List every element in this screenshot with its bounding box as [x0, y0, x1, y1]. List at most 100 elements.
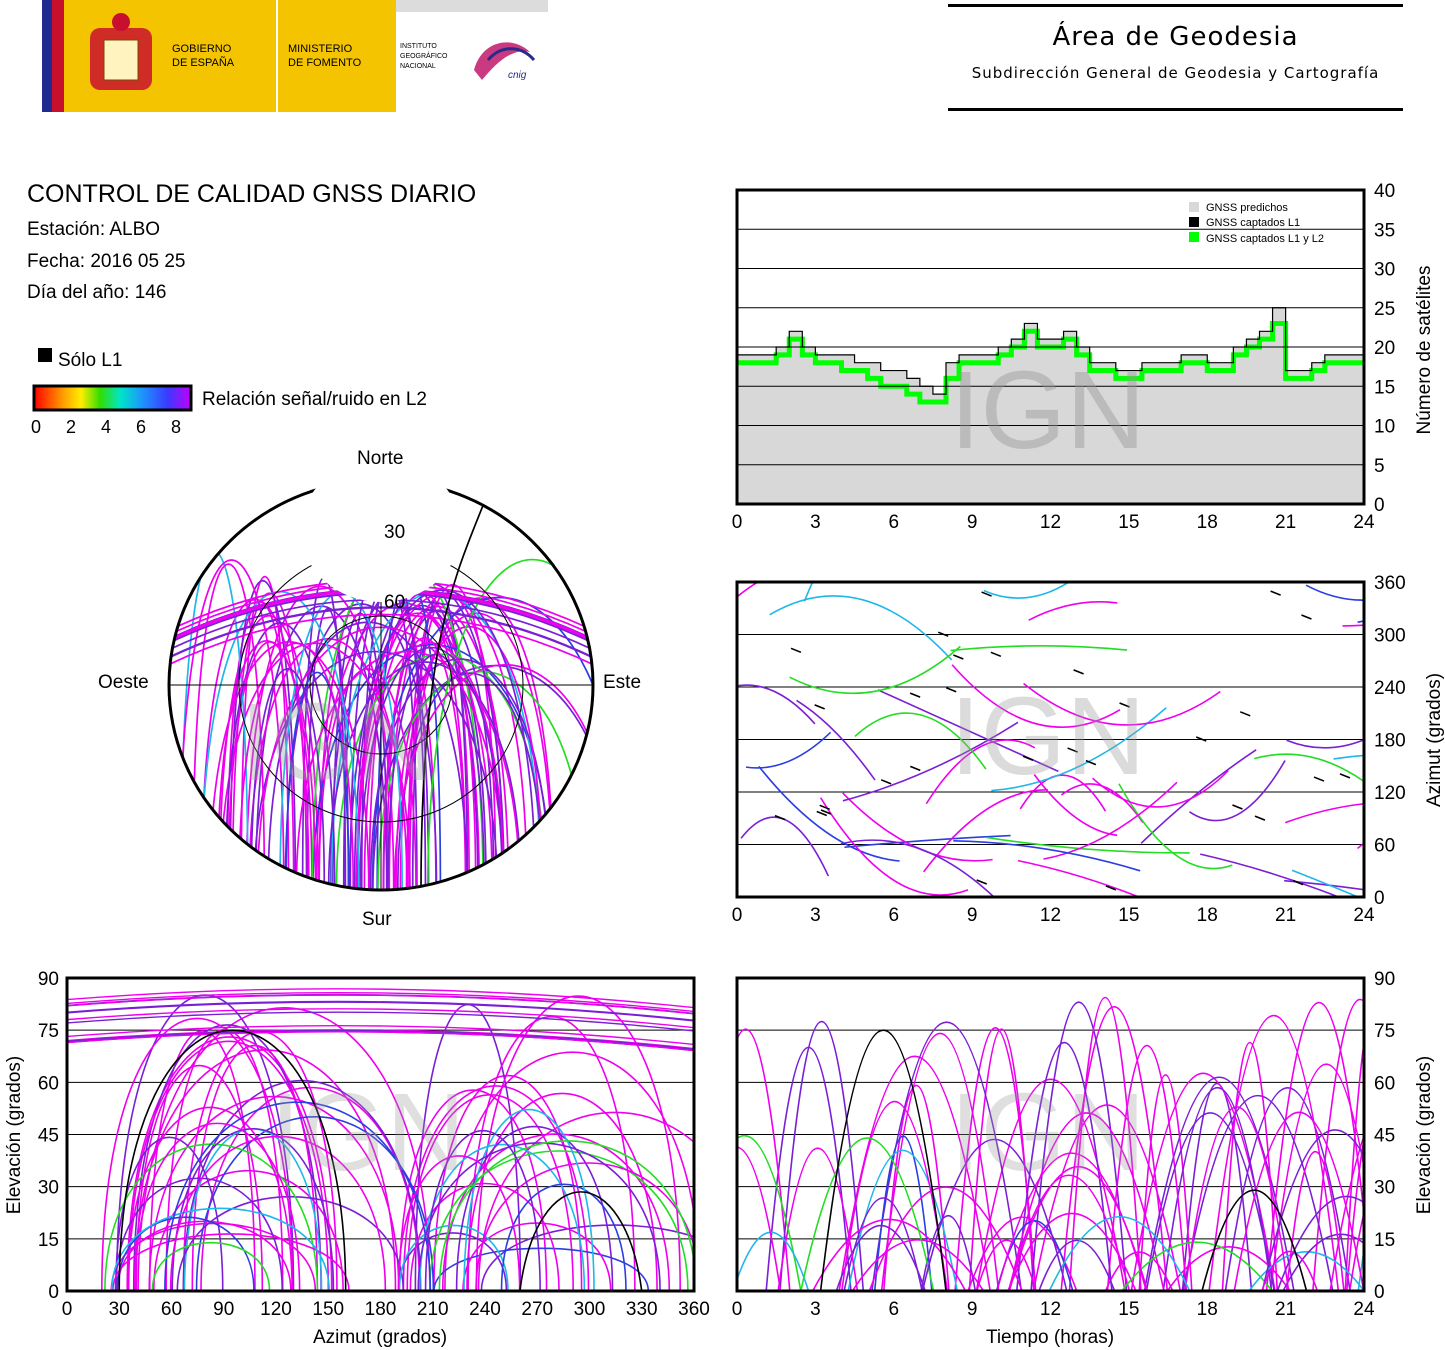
- elevation-time-track: [882, 1084, 950, 1291]
- azimuth-track: [983, 582, 1071, 599]
- skyplot-track: [348, 589, 537, 890]
- azimuth-track: [769, 595, 953, 661]
- report-title: CONTROL DE CALIDAD GNSS DIARIO: [27, 180, 477, 208]
- elevation-time-ticks: 0 15 30 45 60 75 90 0 3 6 9 12 15 18 21 24: [732, 969, 1395, 1320]
- legend-l1l2: GNSS captados L1 y L2: [1206, 233, 1324, 245]
- sat-count-ytick: 20: [1374, 338, 1395, 359]
- elevation-time-track: [1248, 1251, 1364, 1291]
- azimuth-track: [737, 684, 816, 725]
- sat-count-chart: IGN GNSS predichos GNSS captados L1 GNSS…: [732, 181, 1435, 533]
- elevation-azimuth-ytick: 60: [38, 1073, 59, 1094]
- elevation-azimuth-high-track: [67, 988, 694, 1009]
- elevation-time-xlabel: Tiempo (horas): [986, 1327, 1114, 1348]
- skyplot-track: [240, 575, 290, 890]
- skyplot-track: [371, 596, 593, 890]
- sat-count-xtick: 21: [1275, 512, 1296, 533]
- flag-red: [52, 0, 64, 112]
- azimuth-track: [842, 792, 993, 862]
- elevation-azimuth-track: [127, 1040, 330, 1291]
- elevation-azimuth-track: [417, 1142, 661, 1291]
- elevation-azimuth-l1-track: [519, 1191, 643, 1291]
- azimuth-l1-segment: [945, 686, 957, 693]
- elevation-time-track: [1068, 997, 1142, 1291]
- azimuth-track: [1357, 842, 1364, 850]
- azimuth-track: [1028, 601, 1118, 621]
- elevation-time-track: [880, 1032, 1000, 1291]
- sat-count-ytick: 5: [1374, 456, 1385, 477]
- elevation-azimuth-tracks: [67, 988, 694, 1291]
- sat-count-ytick: 40: [1374, 181, 1395, 202]
- elevation-time-track: [1038, 1239, 1116, 1291]
- legend-l1: GNSS captados L1: [1206, 217, 1300, 229]
- elevation-time-track: [871, 1021, 1023, 1291]
- elevation-azimuth-track: [409, 1182, 560, 1291]
- series-l1-line: [737, 307, 1364, 395]
- elevation-azimuth-track: [115, 994, 295, 1291]
- header-rule-top: [948, 4, 1403, 7]
- elevation-azimuth-track: [152, 1170, 344, 1291]
- elevation-azimuth-track: [135, 1065, 264, 1291]
- elevation-time-track: [1060, 1006, 1169, 1291]
- elevation-time-track: [1145, 1112, 1276, 1291]
- elevation-time-track: [1233, 1111, 1364, 1291]
- elevation-azimuth-track: [169, 1135, 387, 1291]
- elevation-azimuth-track: [424, 1129, 541, 1291]
- area-subtitle: Subdirección General de Geodesia y Carto…: [971, 64, 1380, 82]
- doy-label: Día del año: 146: [27, 282, 167, 303]
- elevation-azimuth-track: [418, 1143, 586, 1291]
- azimuth-l1-segment: [976, 879, 987, 885]
- azimuth-track: [840, 839, 996, 897]
- snr-label: Relación señal/ruido en L2: [202, 389, 427, 410]
- skyplot-ring-label-60: 60: [384, 592, 405, 613]
- elevation-time-track: [777, 1147, 859, 1291]
- azimuth-time-xtick: 24: [1353, 905, 1375, 926]
- sat-count-xtick: 18: [1197, 512, 1218, 533]
- sat-count-ytick: 35: [1374, 220, 1395, 241]
- legend-l1-swatch: [1189, 217, 1199, 227]
- elevation-time-track: [779, 1020, 865, 1291]
- azimuth-l1-segment: [816, 810, 828, 817]
- azimuth-l1-segment: [1254, 815, 1266, 821]
- azimuth-track: [844, 834, 1011, 849]
- elevation-azimuth-track: [438, 1140, 694, 1291]
- sat-count-xtick: 6: [888, 512, 899, 533]
- elevation-time-track: [1106, 1045, 1188, 1291]
- elevation-azimuth-frame: [65, 976, 696, 1293]
- azimuth-l1-segment: [981, 591, 992, 597]
- azimuth-track: [740, 816, 830, 877]
- elevation-azimuth-track: [455, 1126, 614, 1291]
- azimuth-l1-segment: [1339, 773, 1351, 779]
- azimuth-time-ytick: 0: [1374, 888, 1385, 909]
- azimuth-l1-segment: [953, 654, 964, 660]
- elevation-time-ytick: 75: [1374, 1021, 1395, 1042]
- elevation-time-ytick: 30: [1374, 1178, 1395, 1199]
- elevation-azimuth-ytick: 75: [38, 1021, 59, 1042]
- logo-ign-3: NACIONAL: [400, 63, 436, 70]
- azimuth-track: [986, 836, 1190, 854]
- skyplot-track: [295, 650, 521, 890]
- logo-gov-bottom: DE ESPAÑA: [172, 56, 235, 69]
- elevation-time-xtick: 0: [732, 1299, 743, 1320]
- sat-count-ytick: 30: [1374, 260, 1395, 281]
- elevation-time-track: [1162, 1087, 1273, 1291]
- skyplot-track: [256, 626, 505, 890]
- elevation-azimuth-high-track: [67, 1031, 694, 1052]
- azimuth-time-xtick: 3: [810, 905, 821, 926]
- cnig-logo-icon: cnig: [474, 42, 536, 81]
- elevation-time-track: [921, 1138, 1068, 1291]
- snr-tick-0: 0: [31, 417, 41, 437]
- sat-count-xtick: 0: [732, 512, 743, 533]
- skyplot-track: [226, 601, 295, 890]
- snr-tick-6: 6: [136, 417, 146, 437]
- elevation-time-xtick: 12: [1040, 1299, 1061, 1320]
- elevation-azimuth-track: [115, 1136, 224, 1291]
- elevation-time-l1-track: [819, 1029, 947, 1291]
- azimuth-track: [820, 797, 969, 896]
- elevation-time-track: [1221, 1042, 1279, 1291]
- watermark-elevtime: IGN: [950, 1071, 1146, 1194]
- azimuth-track: [925, 739, 1036, 805]
- elevation-azimuth-track: [151, 1241, 271, 1291]
- elevation-time-track: [1276, 1195, 1364, 1291]
- sat-count-xtick: 12: [1040, 512, 1061, 533]
- elevation-azimuth-xtick: 210: [417, 1299, 449, 1320]
